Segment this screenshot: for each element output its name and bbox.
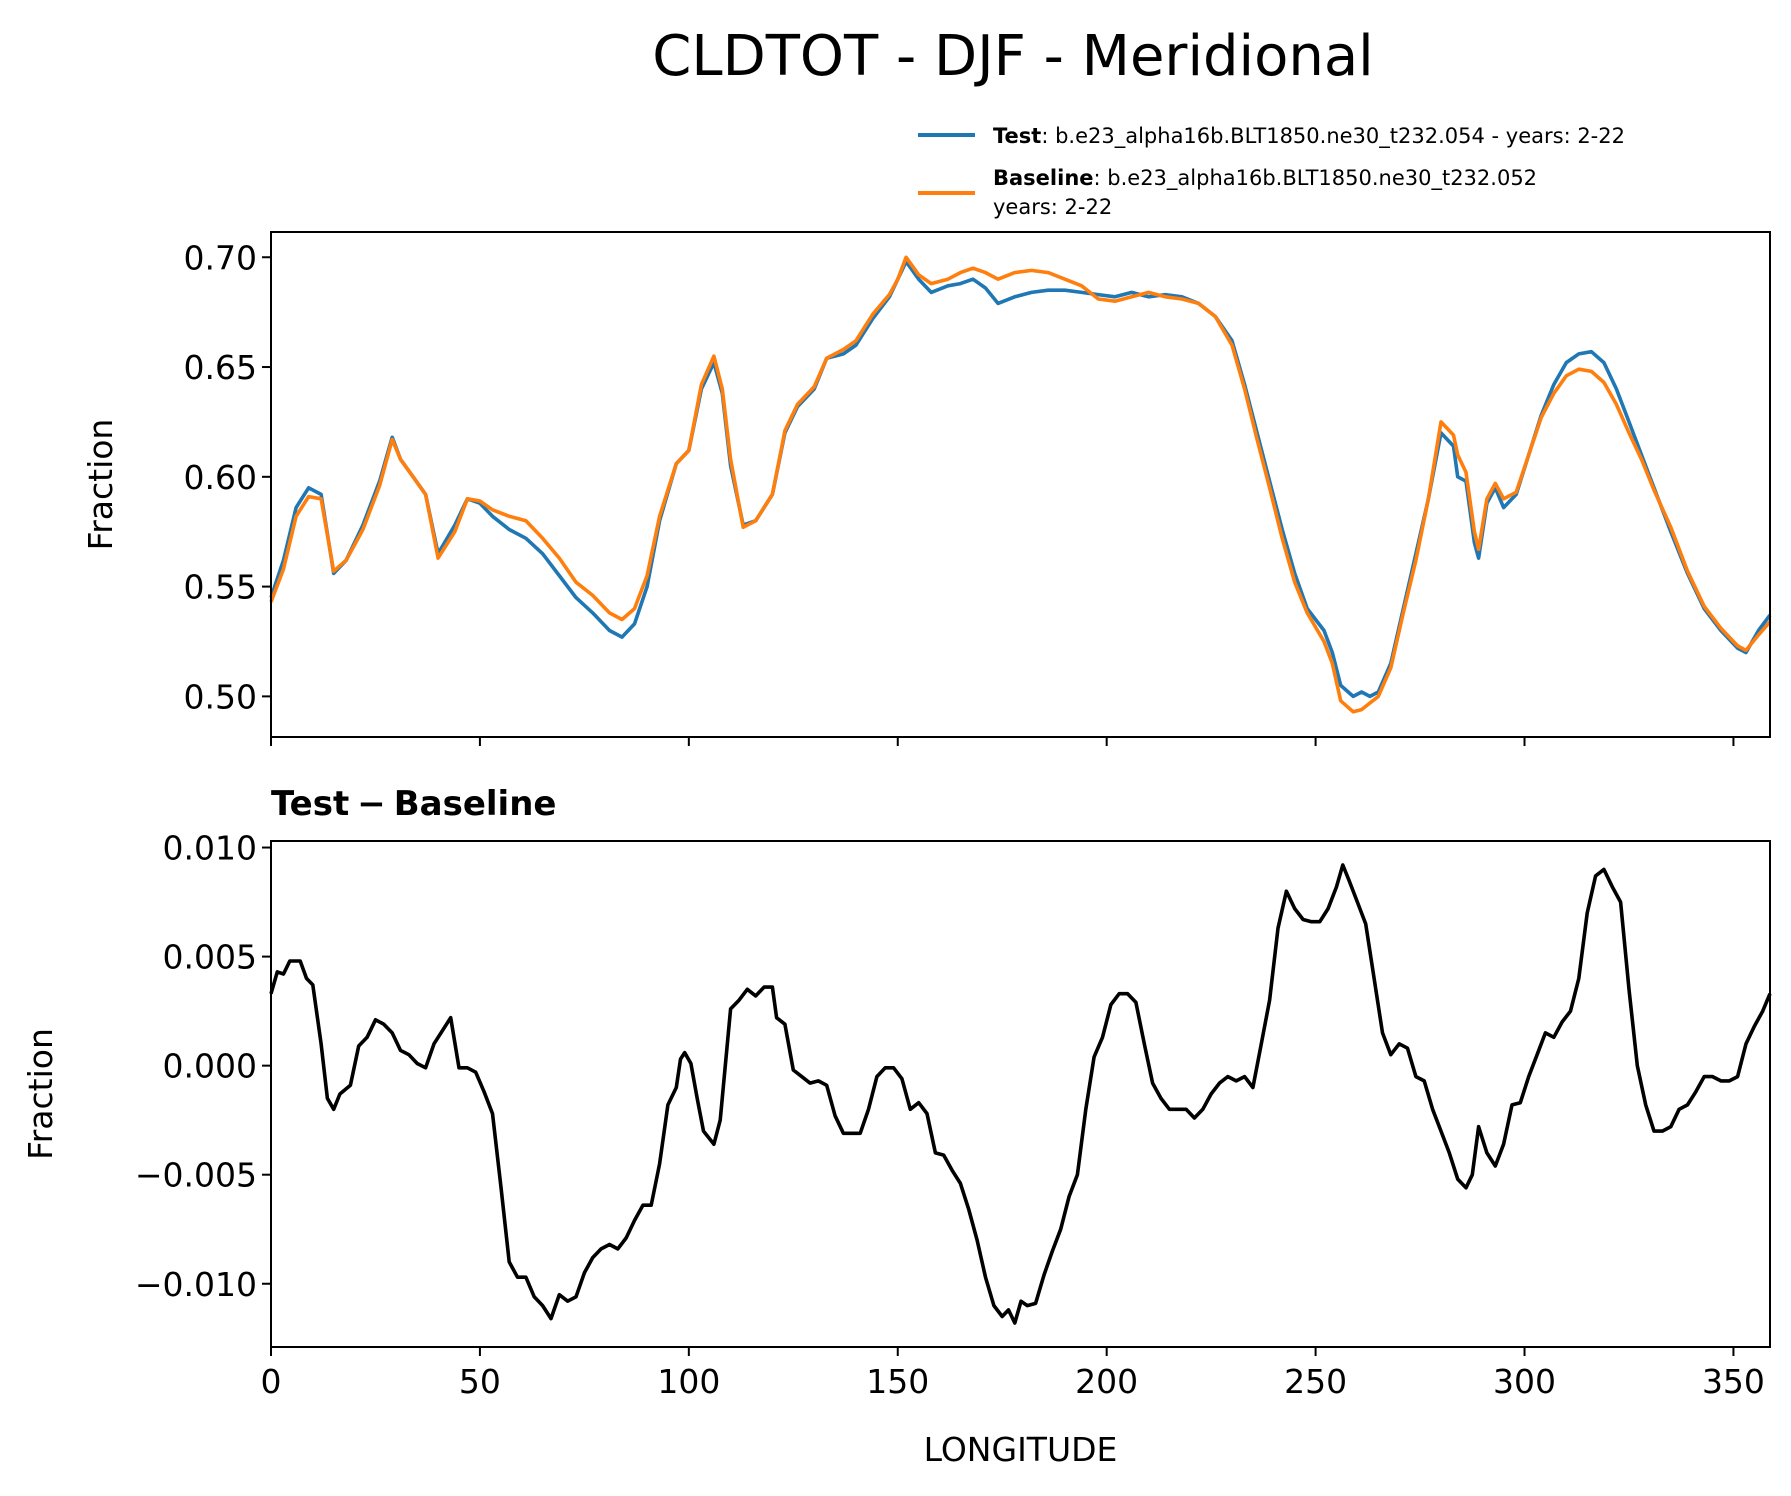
legend-baseline-label: Baseline	[993, 166, 1094, 190]
bottom-x-tick-label: 150	[866, 1362, 929, 1401]
legend-baseline-entry: Baseline: b.e23_alpha16b.BLT1850.ne30_t2…	[993, 166, 1537, 191]
bottom-x-tick-label: 250	[1284, 1362, 1347, 1401]
series-line-test-baseline	[269, 863, 1772, 1325]
bottom-y-tick-label: 0.005	[163, 938, 257, 977]
top-plot-frame	[270, 231, 1771, 738]
legend-test-entry: Test: b.e23_alpha16b.BLT1850.ne30_t232.0…	[993, 124, 1625, 149]
bottom-x-tick-label: 100	[657, 1362, 720, 1401]
top-y-tick-label: 0.50	[184, 677, 257, 716]
bottom-ticks: 0.010 0.005 0.000 −0.005 −0.010 0 50 100 150 200 2…	[135, 829, 1765, 1401]
top-y-tick-label: 0.60	[184, 458, 257, 497]
series-line-test	[269, 259, 1772, 699]
legend-test-label: Test	[993, 124, 1041, 148]
bottom-plot-frame	[270, 840, 1771, 1348]
top-ticks: 0.50 0.55 0.60 0.65 0.70	[184, 238, 1735, 746]
bottom-title-op: −	[357, 784, 386, 824]
figure-title: CLDTOT - DJF - Meridional	[652, 24, 1373, 89]
bottom-x-tick-label: 0	[261, 1362, 282, 1401]
bottom-x-tick-label: 200	[1075, 1362, 1138, 1401]
bottom-panel: Test − Baseline 0.0100.0050.000−0.005−0.01…	[21, 784, 1772, 1469]
top-y-tick-label: 0.70	[184, 238, 257, 277]
top-panel: 0.50 0.55 0.60 0.65 0.70 Fraction	[81, 231, 1772, 746]
bottom-y-tick-label: 0.000	[163, 1047, 257, 1086]
top-y-axis-label: Fraction	[81, 419, 120, 551]
bottom-title-left: Test	[271, 784, 349, 824]
bottom-panel-title: Test − Baseline	[271, 784, 556, 824]
bottom-series-lines	[269, 863, 1772, 1325]
bottom-y-tick-label: −0.010	[135, 1265, 257, 1304]
series-line-baseline	[269, 255, 1772, 714]
legend: Test: b.e23_alpha16b.BLT1850.ne30_t232.0…	[918, 124, 1625, 219]
bottom-x-tick-label: 50	[459, 1362, 501, 1401]
legend-baseline-text: : b.e23_alpha16b.BLT1850.ne30_t232.052	[1094, 166, 1538, 191]
bottom-x-tick-label: 350	[1702, 1362, 1765, 1401]
bottom-y-axis-label: Fraction	[21, 1028, 60, 1160]
top-series-lines	[269, 255, 1772, 714]
legend-baseline-text2: years: 2-22	[993, 195, 1112, 219]
bottom-y-tick-label: 0.010	[163, 829, 257, 868]
bottom-title-right: Baseline	[394, 784, 557, 824]
bottom-x-tick-label: 300	[1493, 1362, 1556, 1401]
legend-test-text: : b.e23_alpha16b.BLT1850.ne30_t232.054 -…	[1041, 124, 1625, 149]
top-y-tick-label: 0.65	[184, 348, 257, 387]
x-axis-label: LONGITUDE	[924, 1430, 1118, 1469]
bottom-y-tick-label: −0.005	[135, 1156, 257, 1195]
top-y-tick-label: 0.55	[184, 568, 257, 607]
